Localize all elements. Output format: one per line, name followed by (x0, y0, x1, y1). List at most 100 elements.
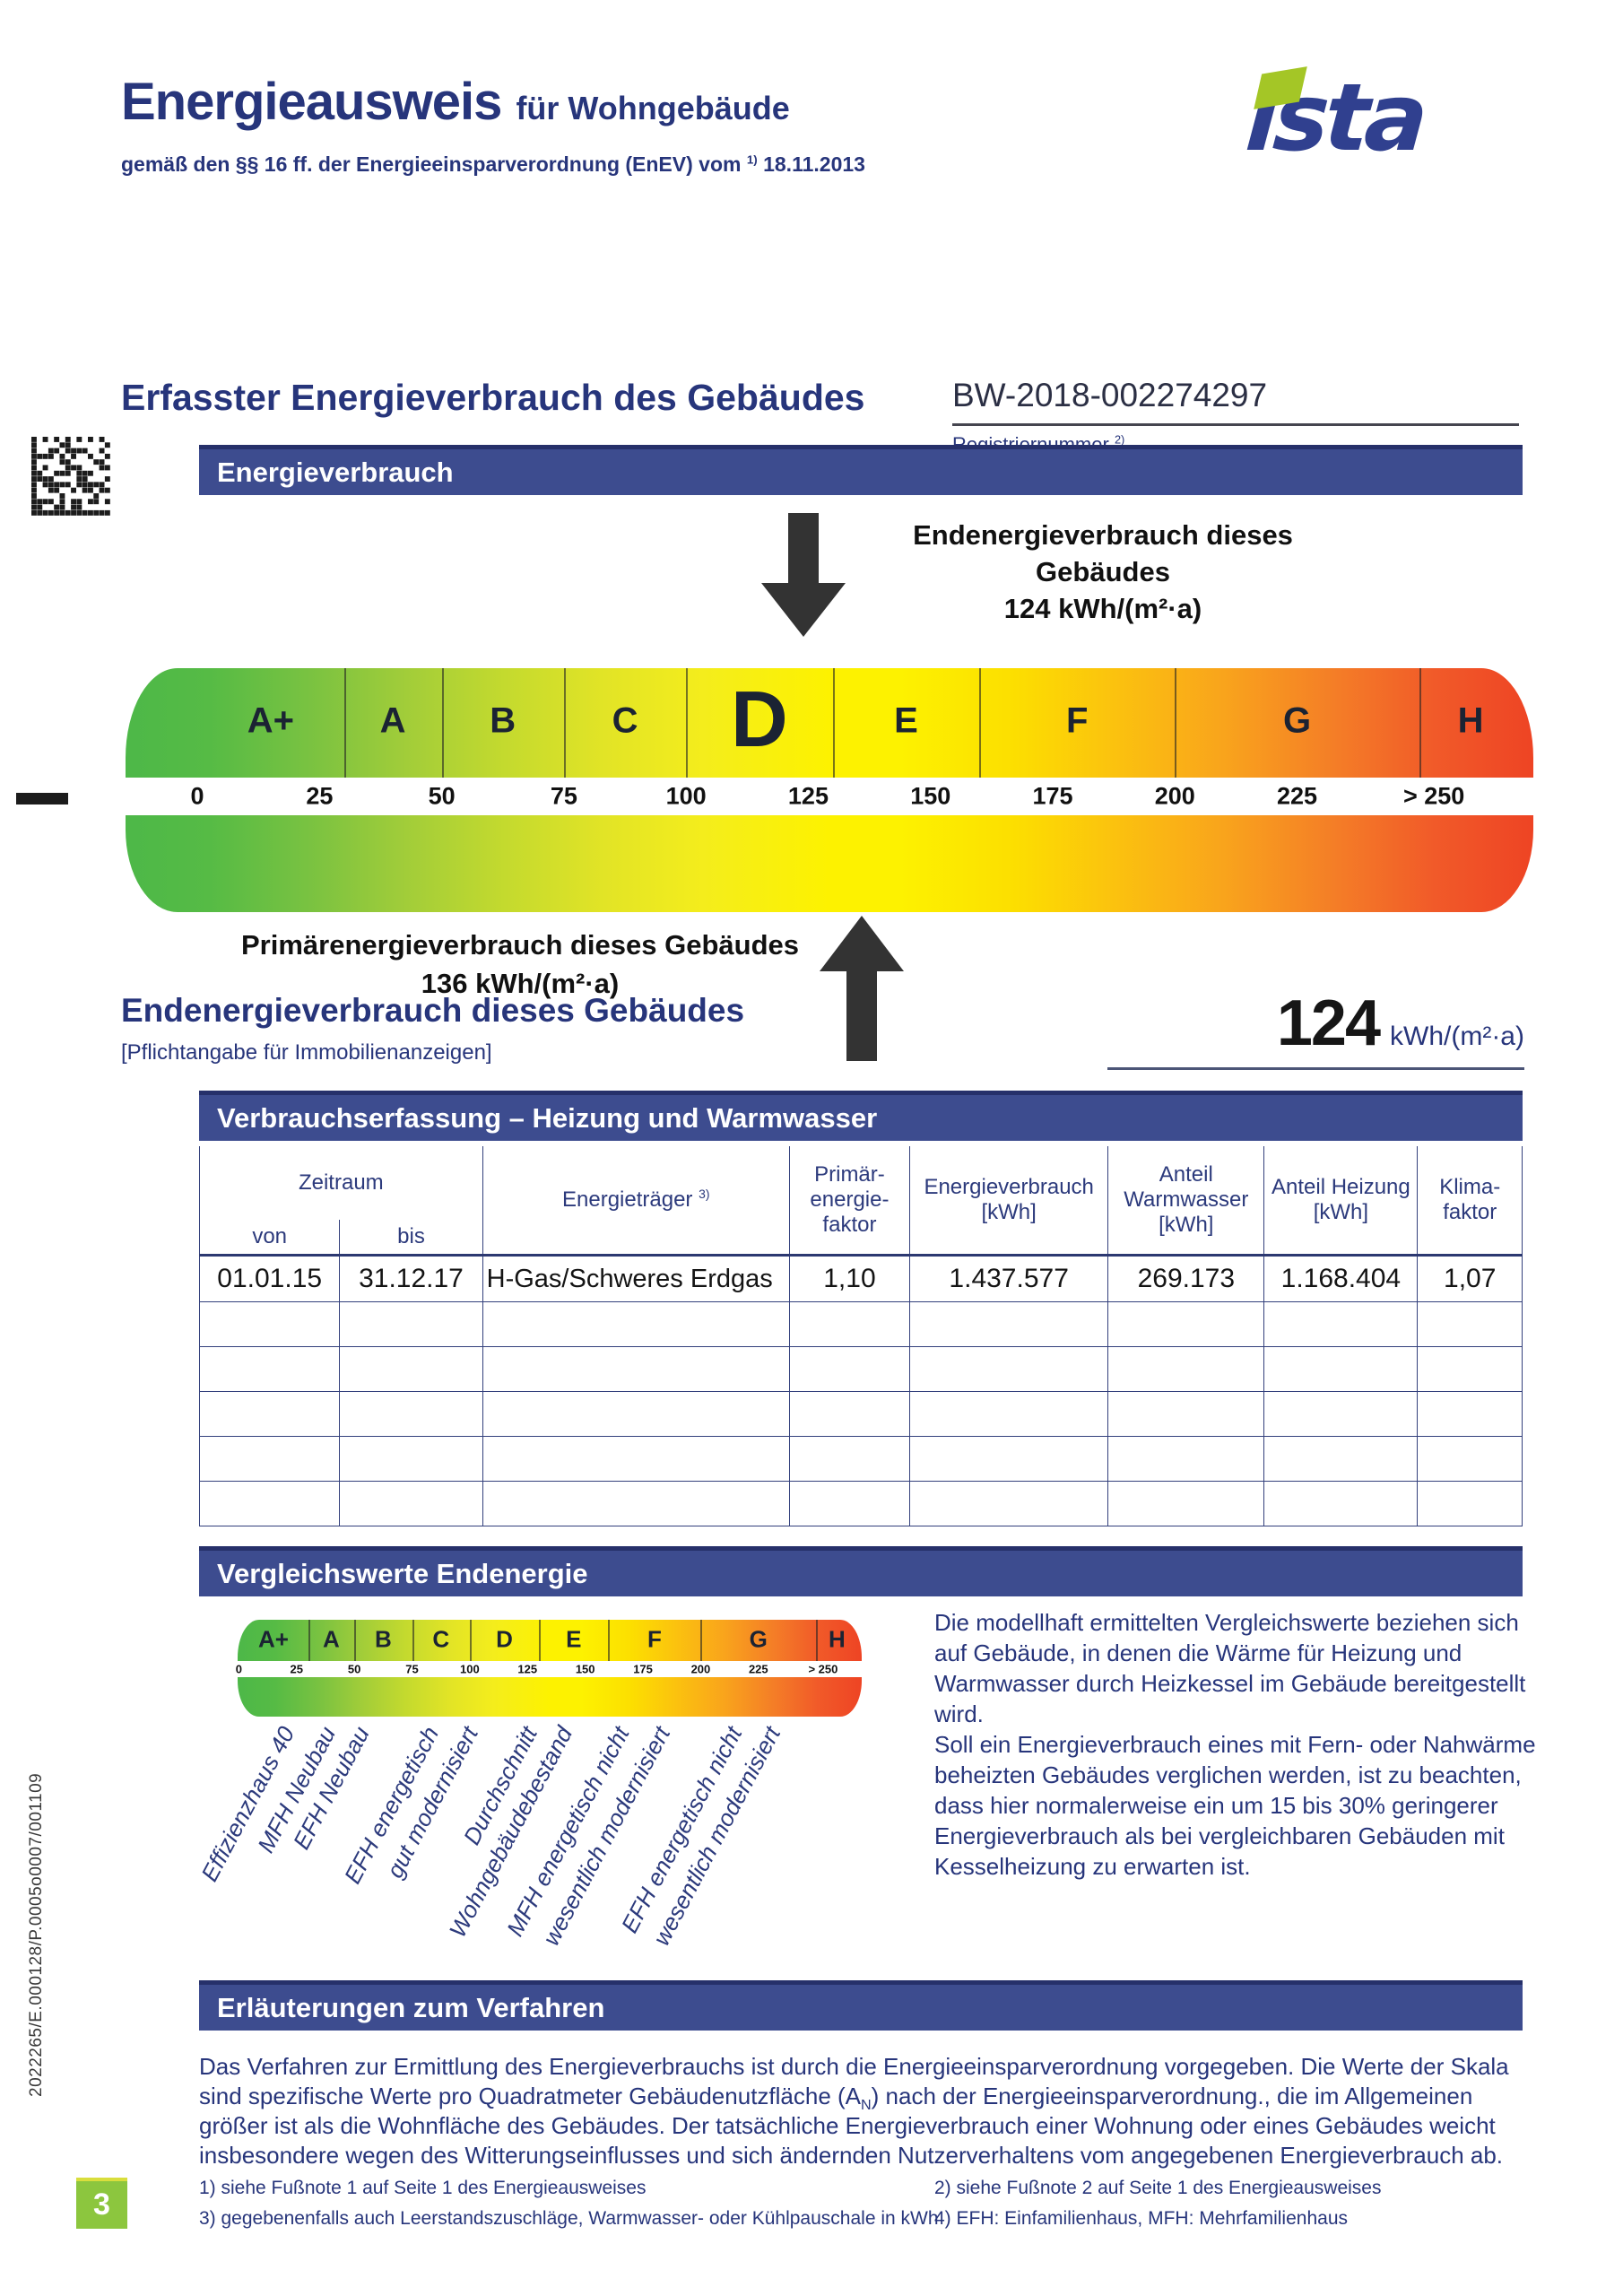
table-cell-empty (482, 1391, 790, 1437)
scale-lower-band (126, 815, 1533, 912)
class-letter-a: A (379, 700, 406, 741)
table-cell-empty (1107, 1481, 1265, 1526)
class-letter-h: H (828, 1625, 846, 1653)
table-empty-row (198, 1301, 1523, 1347)
col-header-anteil-heizung: Anteil Heizung [kWh] (1263, 1146, 1419, 1257)
axis-tick: 0 (190, 782, 204, 810)
datamatrix-code (31, 437, 110, 516)
comparison-scale: A+ A B C D E F G H 0 25 50 75 100 125 150 175 200 225 > 25… (236, 1620, 862, 1717)
table-cell-empty (1417, 1481, 1523, 1526)
class-divider (343, 668, 346, 778)
table-cell-empty (339, 1346, 483, 1392)
registration-mark-dash (16, 793, 68, 804)
class-divider (308, 1620, 310, 1661)
table-cell-empty (1107, 1346, 1265, 1392)
table-cell-empty (788, 1391, 911, 1437)
axis-tick: 175 (1032, 782, 1073, 810)
footnote-1: 1) siehe Fußnote 1 auf Seite 1 des Energ… (199, 2178, 647, 2198)
class-letter-aplus: A+ (247, 700, 294, 741)
table-cell-empty (198, 1301, 341, 1347)
col-header-zeitraum: Zeitraum (199, 1146, 483, 1220)
table-empty-row (198, 1481, 1523, 1526)
document-subtitle: gemäß den §§ 16 ff. der Energieeinsparve… (121, 152, 865, 177)
comparison-paragraph-1: Die modellhaft ermittelten Vergleichswer… (934, 1609, 1526, 1727)
explanation-text-1: Das Verfahren zur Ermittlung des Energie… (199, 2053, 1509, 2109)
class-letter-g: G (1282, 700, 1312, 741)
class-letter-h: H (1457, 700, 1484, 741)
class-divider (1419, 668, 1421, 778)
table-cell: 01.01.15 (198, 1255, 341, 1302)
col-header-klimafaktor: Klima-faktor (1417, 1146, 1523, 1257)
table-cell-empty (1417, 1301, 1523, 1347)
energietraeger-text: Energieträger (562, 1187, 693, 1212)
table-cell-empty (1107, 1391, 1265, 1437)
class-divider (441, 668, 444, 778)
scale-axis-strip: 0 25 50 75 100 125 150 175 200 225 > 250 (236, 1661, 862, 1677)
explanation-paragraph: Das Verfahren zur Ermittlung des Energie… (199, 2052, 1532, 2170)
col-header-bis: bis (339, 1220, 483, 1257)
subtitle-text: gemäß den §§ 16 ff. der Energieeinsparve… (121, 152, 742, 176)
table-cell: 31.12.17 (339, 1255, 483, 1302)
primary-energy-label-line: Primärenergieverbrauch dieses Gebäudes (240, 929, 799, 961)
registration-footnote-marker: 2) (1114, 432, 1125, 447)
up-arrow-stem-icon (846, 970, 877, 1061)
subtitle-date: 18.11.2013 (763, 152, 865, 176)
scale-class-band: A+ A B C D E F G H (126, 668, 1533, 778)
end-energy-value-line: 124 kWh/(m²·a) (1003, 593, 1202, 624)
class-divider (563, 668, 566, 778)
banner-erlaeuterungen: Erläuterungen zum Verfahren (199, 1980, 1523, 2031)
table-cell: H-Gas/Schweres Erdgas (482, 1255, 790, 1302)
energy-efficiency-scale: A+ A B C D E F G H 0 25 50 75 100 125 150 175 200 225 > 25… (126, 668, 1533, 912)
table-cell-empty (788, 1346, 911, 1392)
axis-tick: 200 (1154, 782, 1195, 810)
class-divider (686, 668, 689, 778)
table-empty-row (198, 1391, 1523, 1437)
summary-note: [Pflichtangabe für Immobilienanzeigen] (121, 1040, 492, 1065)
table-cell-empty (909, 1301, 1109, 1347)
table-cell-empty (198, 1346, 341, 1392)
title-main: Energieausweis (121, 73, 502, 131)
class-letter-g: G (749, 1625, 768, 1653)
comparison-paragraph-2: Soll ein Energieverbrauch eines mit Fern… (934, 1731, 1536, 1880)
table-cell-empty (909, 1346, 1109, 1392)
table-cell-empty (909, 1391, 1109, 1437)
energietraeger-footnote-marker: 3) (699, 1187, 710, 1201)
table-cell-empty (339, 1391, 483, 1437)
axis-tick: 100 (665, 782, 707, 810)
table-cell-empty (339, 1436, 483, 1482)
table-cell-empty (1107, 1436, 1265, 1482)
axis-tick: 75 (405, 1662, 419, 1676)
table-cell-empty (482, 1301, 790, 1347)
col-header-primaerenergiefaktor: Primär-energie-faktor (788, 1146, 911, 1257)
footnote-3: 3) gegebenenfalls auch Leerstandszuschlä… (199, 2208, 939, 2229)
class-divider (979, 668, 982, 778)
axis-tick: 75 (550, 782, 577, 810)
axis-tick: 25 (306, 782, 334, 810)
axis-tick-max: > 250 (1403, 782, 1465, 810)
table-cell-empty (1263, 1391, 1419, 1437)
table-cell-empty (482, 1481, 790, 1526)
col-header-anteil-warmwasser: Anteil Warmwasser [kWh] (1107, 1146, 1265, 1257)
consumption-table: Zeitraum Energieträger 3) Primär-energie… (198, 1146, 1523, 1526)
table-empty-row (198, 1346, 1523, 1392)
table-cell-empty (788, 1436, 911, 1482)
table-cell-empty (1263, 1346, 1419, 1392)
class-letter-b: B (374, 1625, 392, 1653)
col-header-von: von (198, 1220, 341, 1257)
axis-tick: 25 (290, 1662, 303, 1676)
class-letter-c: C (612, 700, 638, 741)
table-cell-empty (788, 1481, 911, 1526)
scale-class-band: A+ A B C D E F G H (238, 1620, 862, 1661)
table-cell-empty (909, 1436, 1109, 1482)
table-cell-empty (482, 1346, 790, 1392)
axis-tick: 125 (787, 782, 829, 810)
table-cell-empty (1107, 1301, 1265, 1347)
table-cell-empty (1263, 1301, 1419, 1347)
table-cell-empty (1417, 1391, 1523, 1437)
table-cell-empty (1263, 1436, 1419, 1482)
class-divider (469, 1620, 472, 1661)
down-arrow-stem-icon (788, 513, 819, 583)
class-letter-d: D (731, 674, 788, 763)
scale-lower-band (238, 1677, 862, 1717)
